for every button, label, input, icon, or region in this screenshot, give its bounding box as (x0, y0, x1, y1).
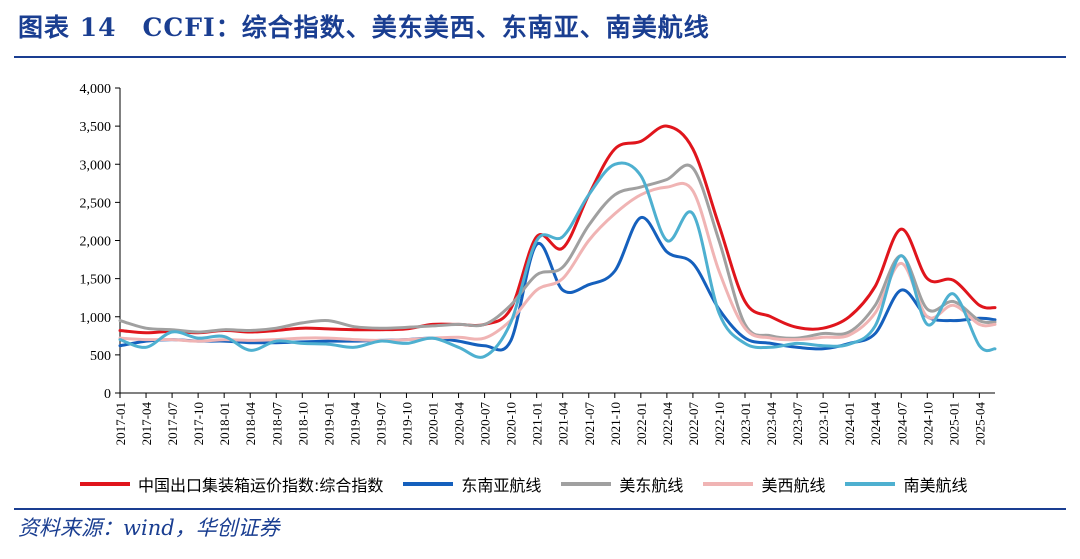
x-tick-label: 2025-01 (946, 402, 961, 445)
x-tick-label: 2019-07 (373, 402, 388, 446)
y-axis-labels: 0 500 1,000 1,500 2,000 2,500 3,000 3,500 4,000 (80, 82, 112, 402)
x-tick-label: 2024-04 (868, 402, 883, 446)
series-line-2 (118, 163, 997, 340)
chart-title: 图表 14 CCFI：综合指数、美东美西、东南亚、南美航线 (18, 13, 710, 42)
source-divider (14, 508, 1066, 510)
legend-item: 美西航线 (703, 472, 825, 496)
y-tick-label: 500 (90, 349, 111, 364)
y-tick-label: 3,500 (80, 120, 112, 135)
x-tick-label: 2024-07 (894, 402, 909, 446)
legend-swatch (845, 482, 896, 486)
x-tick-label: 2020-01 (426, 402, 441, 445)
x-tick-label: 2018-10 (295, 402, 310, 445)
x-tick-label: 2023-01 (738, 402, 753, 445)
chart-legend: 中国出口集装箱运价指数:综合指数 东南亚航线 美东航线 美西航线 南美航线 (80, 472, 1020, 496)
x-tick-label: 2020-07 (478, 402, 493, 446)
x-tick-label: 2017-04 (139, 402, 154, 446)
x-tick-label: 2022-10 (712, 402, 727, 445)
x-tick-label: 2021-07 (582, 402, 597, 446)
legend-label: 东南亚航线 (461, 476, 542, 495)
legend-swatch (561, 482, 612, 486)
legend-item: 东南亚航线 (403, 472, 541, 496)
legend-swatch (403, 482, 454, 486)
x-tick-label: 2022-04 (660, 402, 675, 446)
y-tick-label: 2,000 (80, 235, 112, 250)
y-tick-label: 0 (104, 387, 111, 402)
x-tick-label: 2021-01 (530, 402, 545, 445)
chart-axes (115, 87, 995, 398)
x-tick-label: 2021-04 (556, 402, 571, 446)
x-tick-label: 2023-10 (816, 402, 831, 445)
x-tick-label: 2019-04 (347, 402, 362, 446)
legend-label: 南美航线 (903, 476, 968, 495)
x-axis-labels: 2017-01 2017-04 2017-07 2017-10 2018-01 2018-… (113, 402, 987, 446)
legend-label: 美西航线 (761, 476, 826, 495)
x-tick-label: 2022-01 (634, 402, 649, 445)
y-tick-label: 2,500 (80, 196, 112, 211)
legend-swatch (80, 482, 130, 486)
series-line-4 (118, 161, 997, 359)
title-divider (14, 56, 1066, 58)
y-tick-label: 3,000 (80, 158, 112, 173)
y-tick-label: 4,000 (80, 82, 112, 97)
legend-label: 中国出口集装箱运价指数:综合指数 (138, 476, 384, 495)
chart-series (118, 124, 997, 359)
x-tick-label: 2020-04 (452, 402, 467, 446)
x-tick-label: 2023-04 (764, 402, 779, 446)
x-tick-label: 2024-01 (842, 402, 857, 445)
legend-item: 美东航线 (561, 472, 683, 496)
x-tick-label: 2020-10 (504, 402, 519, 445)
series-line-0 (118, 124, 997, 335)
x-tick-label: 2017-10 (191, 402, 206, 445)
line-chart: 2017-01 2017-04 2017-07 2017-10 2018-01 2018-… (80, 82, 997, 446)
legend-item: 南美航线 (845, 472, 967, 496)
x-tick-label: 2022-07 (686, 402, 701, 446)
x-tick-label: 2018-04 (243, 402, 258, 446)
x-tick-label: 2017-07 (165, 402, 180, 446)
x-tick-label: 2018-01 (217, 402, 232, 445)
legend-label: 美东航线 (619, 476, 684, 495)
legend-swatch (703, 482, 754, 486)
x-tick-label: 2024-10 (920, 402, 935, 445)
source-note: 资料来源：wind，华创证券 (18, 516, 280, 540)
y-tick-label: 1,000 (80, 311, 112, 326)
x-tick-label: 2021-10 (608, 402, 623, 445)
y-tick-label: 1,500 (80, 273, 112, 288)
series-line-3 (118, 181, 997, 343)
x-tick-label: 2018-07 (269, 402, 284, 446)
x-tick-label: 2019-10 (399, 402, 414, 445)
x-tick-label: 2023-07 (790, 402, 805, 446)
x-tick-label: 2017-01 (113, 402, 128, 445)
x-tick-label: 2025-04 (972, 402, 987, 446)
legend-item: 中国出口集装箱运价指数:综合指数 (80, 472, 383, 496)
x-tick-label: 2019-01 (321, 402, 336, 445)
